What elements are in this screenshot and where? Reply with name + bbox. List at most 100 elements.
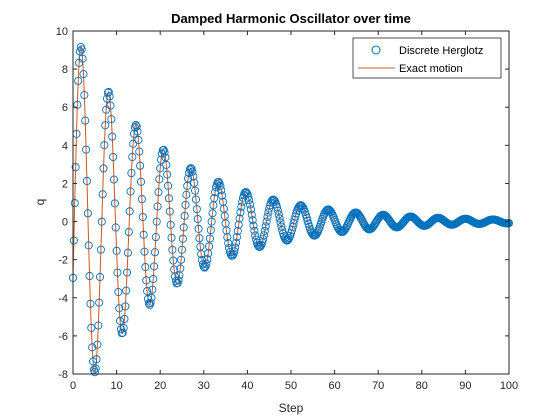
data-point-discrete-herglotz: [113, 268, 122, 277]
data-point-discrete-herglotz: [122, 286, 131, 295]
data-point-discrete-herglotz: [276, 218, 285, 227]
x-axis: 0 10 20 30 40 50 60 70 80 90 100: [70, 31, 518, 392]
y-tick-label: -6: [58, 331, 68, 343]
data-point-discrete-herglotz: [193, 214, 202, 224]
data-point-discrete-herglotz: [105, 92, 114, 101]
data-point-discrete-herglotz: [104, 87, 113, 97]
data-point-discrete-herglotz: [143, 294, 153, 303]
data-point-discrete-herglotz: [87, 323, 96, 332]
data-point-discrete-herglotz: [297, 201, 306, 210]
data-point-discrete-herglotz: [93, 340, 102, 349]
data-point-discrete-herglotz: [180, 211, 189, 220]
y-tick-label: 4: [62, 140, 68, 152]
data-point-discrete-herglotz: [230, 247, 239, 256]
data-point-discrete-herglotz: [264, 208, 273, 217]
data-point-discrete-herglotz: [265, 204, 274, 213]
data-point-discrete-herglotz: [139, 230, 148, 239]
data-point-discrete-herglotz: [228, 251, 237, 260]
data-point-discrete-herglotz: [165, 207, 174, 216]
data-point-discrete-herglotz: [73, 100, 82, 109]
data-point-discrete-herglotz: [208, 209, 217, 218]
data-point-discrete-herglotz: [134, 135, 143, 145]
data-point-discrete-herglotz: [160, 148, 169, 157]
data-point-discrete-herglotz: [101, 121, 110, 130]
data-point-discrete-herglotz: [149, 274, 158, 284]
data-point-discrete-herglotz: [153, 202, 162, 211]
data-point-discrete-herglotz: [114, 287, 123, 297]
data-point-discrete-herglotz: [233, 227, 242, 236]
data-point-discrete-herglotz: [235, 214, 244, 223]
data-point-discrete-herglotz: [97, 217, 106, 226]
data-point-discrete-herglotz: [245, 196, 254, 205]
data-point-discrete-herglotz: [135, 147, 144, 156]
legend-marker-discrete: [371, 45, 381, 55]
data-point-discrete-herglotz: [108, 132, 117, 141]
data-point-discrete-herglotz: [248, 216, 257, 225]
data-point-discrete-herglotz: [136, 177, 146, 186]
data-point-discrete-herglotz: [118, 328, 127, 337]
data-point-discrete-herglotz: [181, 200, 190, 209]
data-point-discrete-herglotz: [237, 202, 246, 211]
data-point-discrete-herglotz: [103, 88, 112, 97]
data-point-discrete-herglotz: [162, 160, 171, 169]
legend-box: [352, 37, 502, 79]
data-point-discrete-herglotz: [100, 141, 109, 150]
data-point-discrete-herglotz: [84, 241, 93, 250]
data-point-discrete-herglotz: [200, 263, 209, 272]
data-point-discrete-herglotz: [242, 188, 251, 197]
data-point-discrete-herglotz: [136, 161, 145, 170]
x-tick-label: 80: [416, 380, 428, 392]
x-tick-label: 90: [459, 380, 471, 392]
data-point-discrete-herglotz: [107, 115, 116, 124]
data-point-discrete-herglotz: [116, 316, 125, 325]
data-point-discrete-herglotz: [140, 247, 149, 256]
data-point-discrete-herglotz: [232, 238, 241, 247]
data-point-discrete-herglotz: [80, 90, 89, 100]
data-point-discrete-herglotz: [273, 206, 282, 215]
y-tick-label: -8: [58, 369, 68, 381]
data-point-discrete-herglotz: [95, 298, 104, 307]
data-point-discrete-herglotz: [96, 245, 105, 254]
y-axis: -8 -6 -4 -2 0 2 4 6 8 10: [56, 26, 509, 381]
data-point-discrete-herglotz: [256, 242, 265, 251]
data-point-discrete-herglotz: [152, 217, 161, 226]
data-point-discrete-herglotz: [278, 226, 287, 235]
data-point-discrete-herglotz: [194, 224, 203, 233]
data-point-discrete-herglotz: [79, 70, 88, 79]
data-point-discrete-herglotz: [95, 272, 105, 282]
data-point-discrete-herglotz: [78, 54, 87, 63]
data-point-discrete-herglotz: [261, 222, 270, 231]
data-point-discrete-herglotz: [163, 181, 173, 190]
data-point-discrete-herglotz: [203, 255, 212, 264]
data-point-discrete-herglotz: [150, 262, 159, 271]
data-point-discrete-herglotz: [166, 220, 175, 229]
data-point-discrete-herglotz: [92, 355, 101, 364]
data-point-discrete-herglotz: [70, 199, 79, 208]
data-point-discrete-herglotz: [133, 127, 142, 136]
y-tick-label: 0: [62, 217, 68, 229]
data-point-discrete-herglotz: [94, 321, 103, 330]
data-point-discrete-herglotz: [247, 210, 256, 219]
data-point-discrete-herglotz: [99, 164, 108, 173]
x-tick-label: 30: [198, 380, 210, 392]
data-point-discrete-herglotz: [246, 205, 255, 214]
data-point-discrete-herglotz: [192, 205, 201, 214]
data-point-discrete-herglotz: [207, 217, 216, 226]
data-point-discrete-herglotz: [262, 217, 271, 226]
data-point-discrete-herglotz: [188, 167, 197, 176]
data-point-discrete-herglotz: [124, 227, 133, 237]
data-point-discrete-herglotz: [190, 178, 199, 187]
data-point-discrete-herglotz: [90, 368, 99, 377]
data-point-discrete-herglotz: [249, 221, 258, 230]
data-point-discrete-herglotz: [263, 212, 272, 221]
y-tick-label: 6: [62, 102, 68, 114]
data-point-discrete-herglotz: [270, 196, 279, 205]
data-point-discrete-herglotz: [274, 210, 283, 219]
data-point-discrete-herglotz: [245, 200, 255, 209]
data-point-discrete-herglotz: [169, 256, 178, 265]
x-tick-label: 50: [285, 380, 297, 392]
data-point-discrete-herglotz: [211, 188, 220, 197]
y-tick-label: -2: [58, 255, 68, 267]
data-point-discrete-herglotz: [184, 174, 193, 183]
data-point-discrete-herglotz: [85, 271, 94, 281]
